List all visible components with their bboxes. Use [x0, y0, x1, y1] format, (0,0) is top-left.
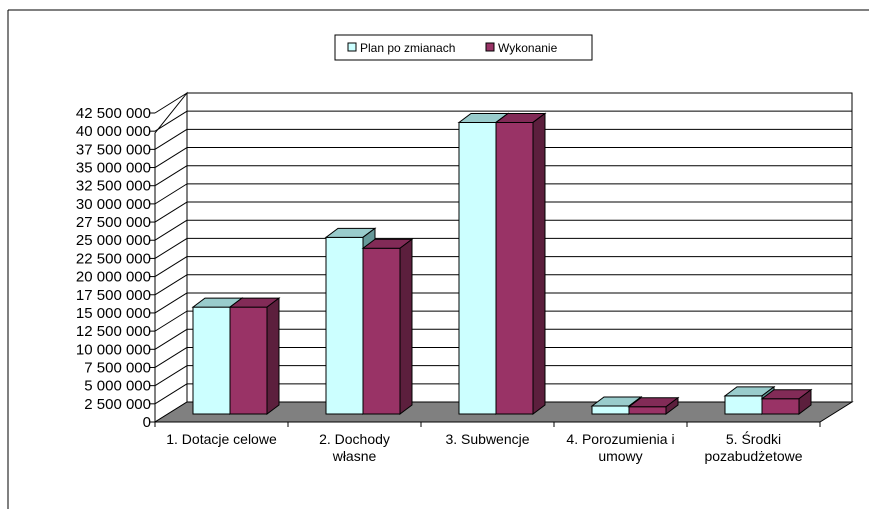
- gridline-side: [154, 201, 188, 223]
- gridline-side: [154, 328, 188, 350]
- x-category-label: pozabudżetowe: [704, 448, 802, 464]
- bar-wykonanie: [628, 406, 667, 415]
- gridline-side: [154, 110, 188, 132]
- y-tick-label: 5 000 000: [84, 378, 151, 395]
- legend-swatch: [347, 42, 357, 52]
- gridline-side: [154, 147, 188, 168]
- y-tick-label: 25 000 000: [76, 232, 151, 249]
- bar-side-face: [798, 388, 812, 415]
- y-tick-label: 27 500 000: [76, 214, 151, 231]
- y-tick-label: 15 000 000: [76, 305, 151, 322]
- y-tick-label: 32 500 000: [76, 178, 151, 195]
- y-tick-label: 7 500 000: [84, 359, 151, 376]
- x-category-label: 3. Subwencje: [445, 431, 529, 447]
- bar-side-face: [266, 297, 280, 415]
- x-category-label: własne: [332, 448, 377, 464]
- y-tick-label: 22 500 000: [76, 250, 151, 267]
- bar-wykonanie: [362, 247, 401, 415]
- bar-plan: [192, 306, 231, 415]
- y-tick-label: 20 000 000: [76, 269, 151, 286]
- bar-wykonanie: [495, 121, 534, 415]
- gridline-side: [154, 183, 188, 205]
- x-category-label: 2. Dochody: [319, 431, 390, 447]
- bar-wykonanie: [761, 398, 800, 415]
- y-tick-label: 10 000 000: [76, 341, 151, 358]
- y-tick-label: 30 000 000: [76, 196, 151, 213]
- gridline-side: [154, 347, 188, 368]
- bar-side-face: [665, 396, 679, 415]
- legend-box: [334, 34, 593, 61]
- gridline-side: [154, 128, 188, 150]
- bar-plan: [724, 395, 763, 415]
- gridline-side: [154, 365, 188, 387]
- y-tick-label: 37 500 000: [76, 141, 151, 158]
- gridline-side: [154, 310, 188, 332]
- x-category-label: umowy: [598, 448, 642, 464]
- gridline-side: [154, 256, 188, 278]
- y-tick-label: 0: [143, 414, 151, 431]
- legend-label: Wykonanie: [498, 41, 558, 55]
- y-tick-label: 40 000 000: [76, 123, 151, 140]
- y-tick-label: 42 500 000: [76, 105, 151, 122]
- bar-plan: [458, 121, 497, 415]
- y-tick-label: 17 500 000: [76, 287, 151, 304]
- y-tick-label: 2 500 000: [84, 396, 151, 413]
- legend: Plan po zmianach Wykonanie: [334, 34, 593, 61]
- x-category-label: 5. Środki: [726, 430, 781, 447]
- y-tick-label: 35 000 000: [76, 160, 151, 177]
- chart-side-wall: [154, 91, 188, 423]
- y-tick-label: 12 500 000: [76, 323, 151, 340]
- bar-side-face: [532, 112, 546, 415]
- bar-wykonanie: [229, 306, 268, 415]
- legend-label: Plan po zmianach: [360, 41, 455, 55]
- legend-swatch: [485, 42, 495, 52]
- x-category-label: 4. Porozumienia i: [566, 431, 674, 447]
- gridline-side: [154, 292, 188, 314]
- gridline-side: [154, 237, 188, 259]
- bar-side-face: [399, 238, 413, 415]
- gridline-side: [154, 274, 188, 296]
- gridline-side: [154, 165, 188, 187]
- gridline-side: [154, 219, 188, 241]
- bar-plan: [591, 405, 630, 415]
- bar-plan: [325, 236, 364, 415]
- x-category-label: 1. Dotacje celowe: [166, 431, 277, 447]
- gridline-side: [154, 92, 188, 114]
- gridline-side: [154, 383, 188, 405]
